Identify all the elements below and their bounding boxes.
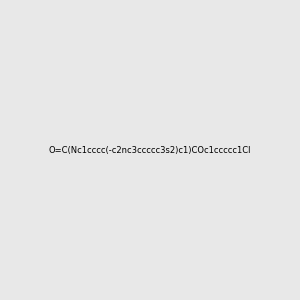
Text: O=C(Nc1cccc(-c2nc3ccccc3s2)c1)COc1ccccc1Cl: O=C(Nc1cccc(-c2nc3ccccc3s2)c1)COc1ccccc1… bbox=[49, 146, 251, 154]
